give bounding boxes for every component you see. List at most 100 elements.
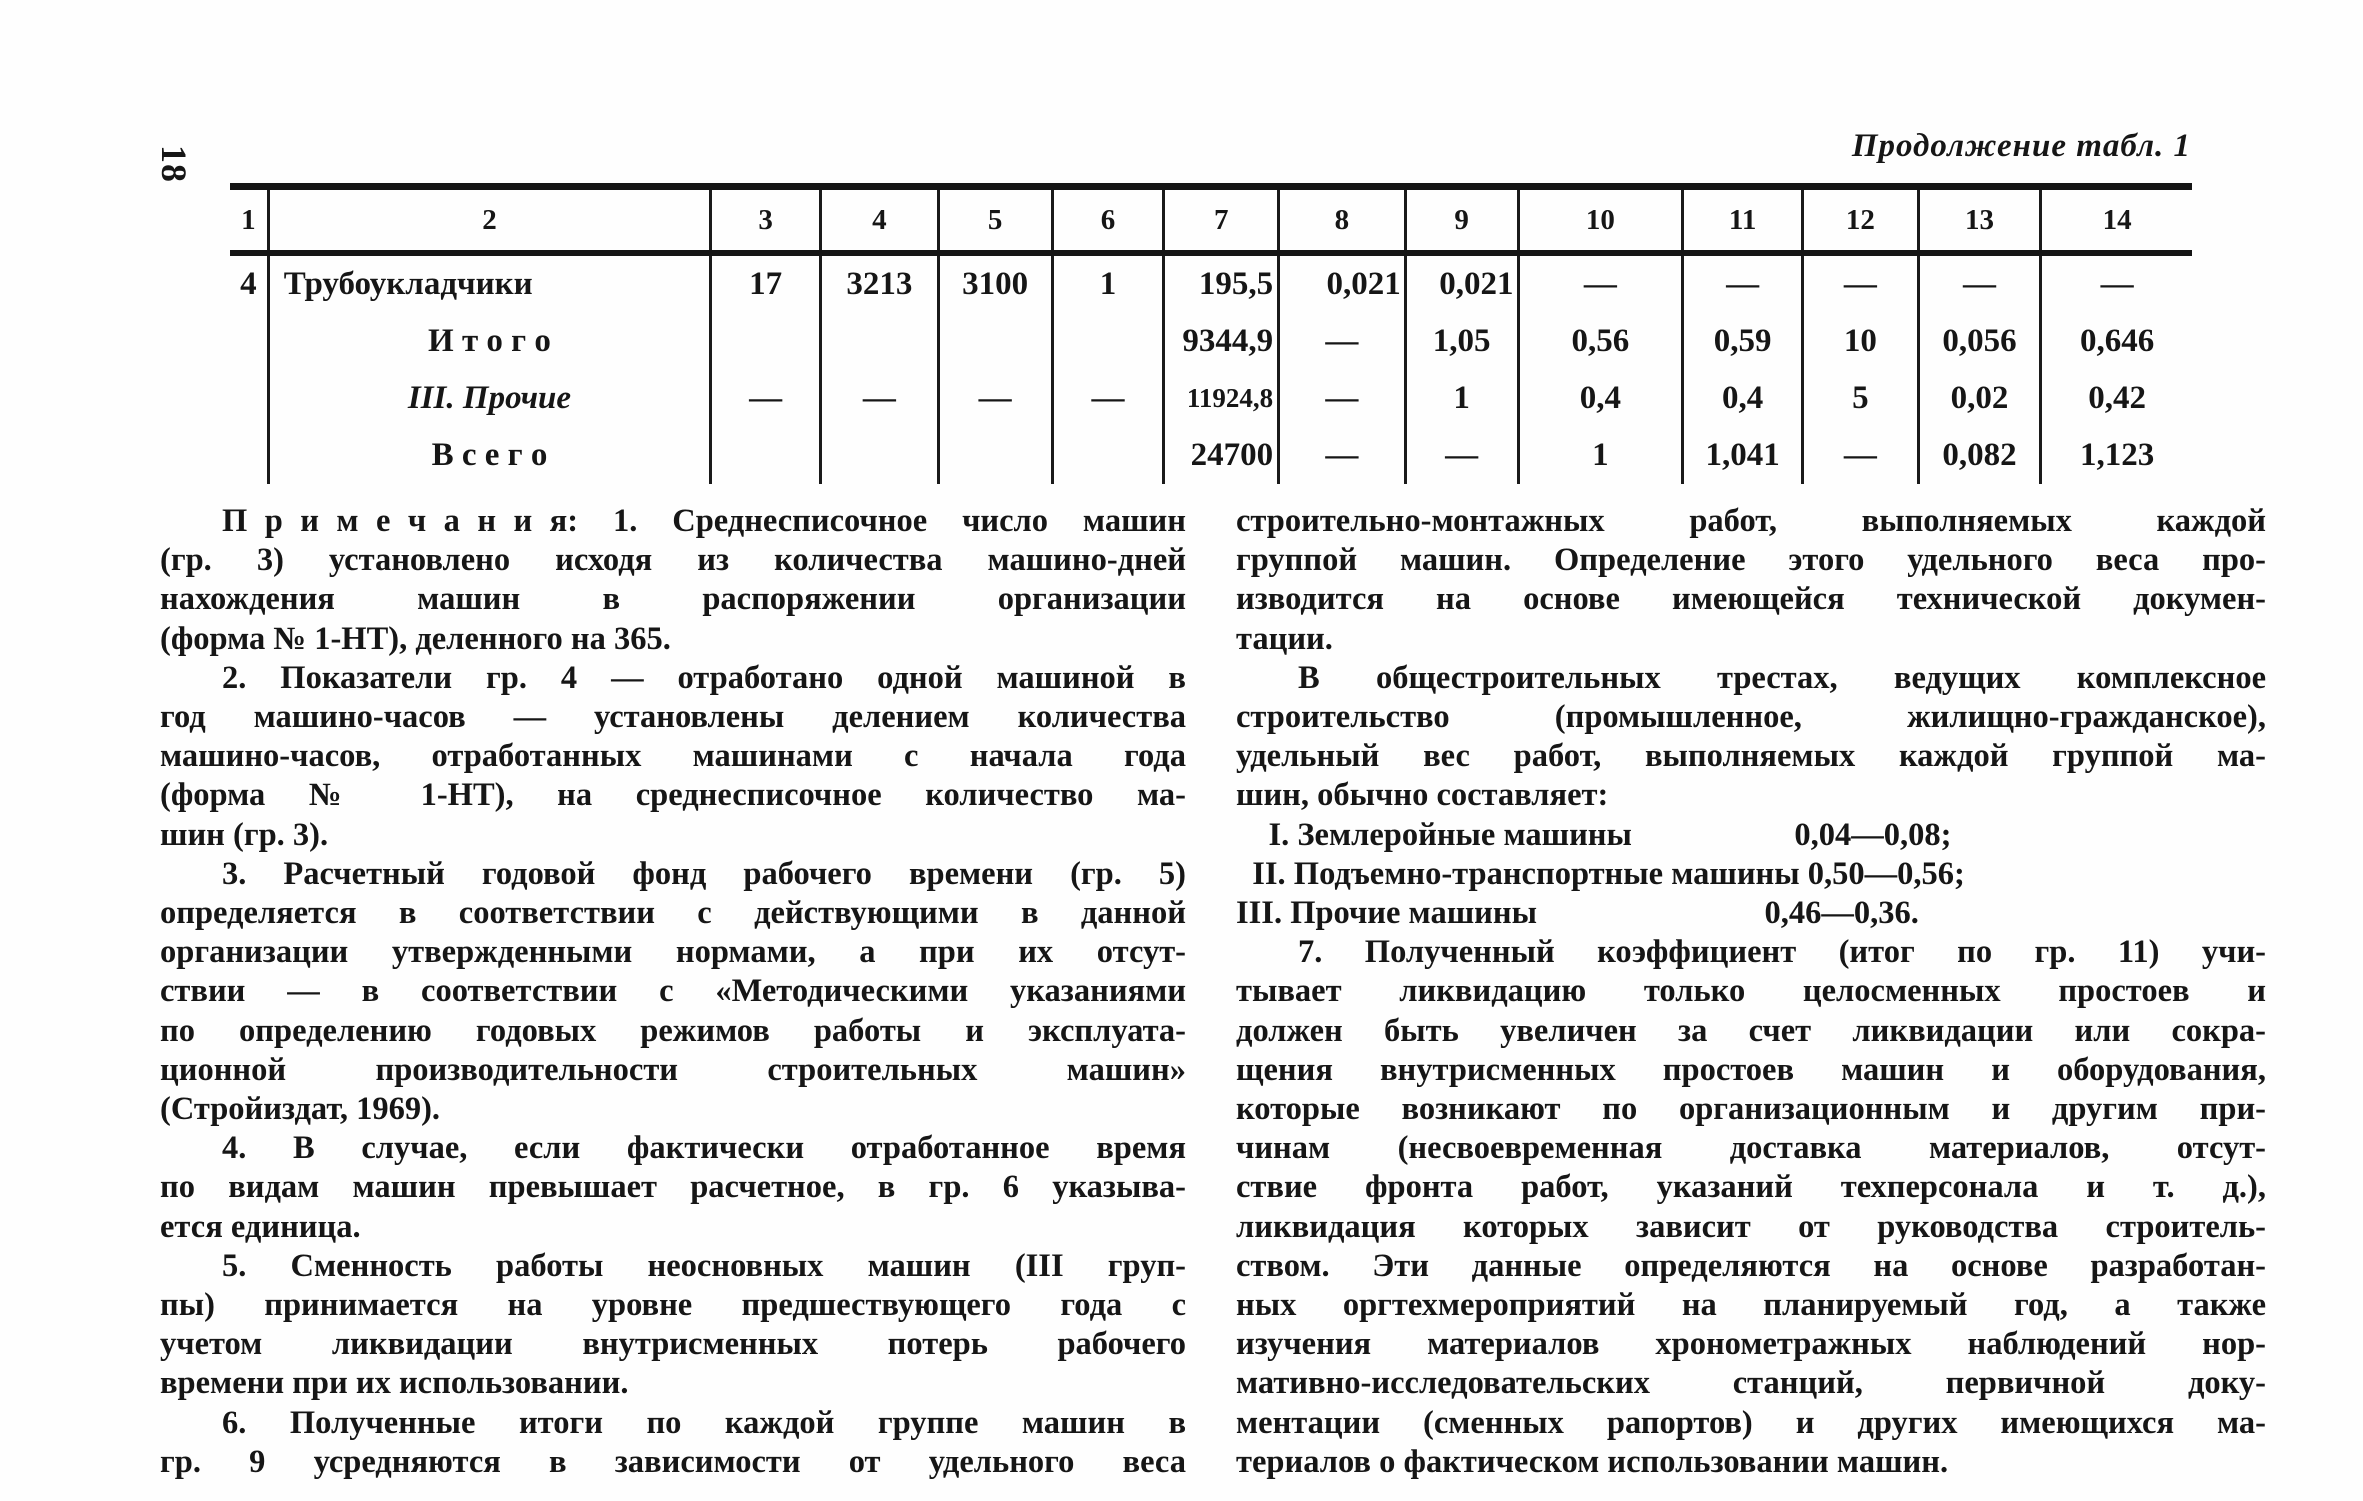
note-line: тации. bbox=[1236, 620, 1333, 657]
note-paragraph: П р и м е ч а н и я: 1. Среднесписочное … bbox=[160, 502, 1186, 659]
note-line: ствие фронта работ, указаний техперсонал… bbox=[1236, 1169, 2266, 1206]
column-header: 13 bbox=[1918, 186, 2043, 256]
column-header: 7 bbox=[1163, 186, 1281, 256]
note-line: организации утвержденными нормами, а при… bbox=[160, 934, 1186, 971]
note-paragraph: 5. Сменность работы неосновных машин (II… bbox=[160, 1247, 1186, 1404]
column-header: 2 bbox=[268, 186, 713, 256]
table-cell: 9344,9 bbox=[1163, 313, 1281, 370]
column-header: 4 bbox=[820, 186, 940, 256]
table-cell bbox=[938, 313, 1054, 370]
table-cell: 4 bbox=[230, 253, 270, 313]
note-line: 4. В случае, если фактически отработанно… bbox=[222, 1130, 1186, 1167]
note-line: тывает ликвидацию только целосменных про… bbox=[1236, 973, 2266, 1010]
note-line: ментации (сменных рапортов) и других име… bbox=[1236, 1404, 2266, 1441]
table-cell: 195,5 bbox=[1163, 253, 1281, 313]
table-cell bbox=[820, 427, 940, 484]
column-header: 1 bbox=[230, 186, 270, 256]
note-line: удельный вес работ, выполняемых каждой г… bbox=[1236, 738, 2266, 775]
note-line: по видам машин превышает расчетное, в гр… bbox=[160, 1169, 1186, 1206]
notes-right-column: строительно-монтажных работ, выполняемых… bbox=[1236, 502, 2266, 1482]
note-line: нахождения машин в распоряжении организа… bbox=[160, 581, 1186, 618]
note-line: шин (гр. 3). bbox=[160, 816, 329, 853]
note-line: ством. Эти данные определяются на основе… bbox=[1236, 1247, 2266, 1284]
table-cell bbox=[938, 427, 1054, 484]
note-line: В общестроительных трестах, ведущих комп… bbox=[1298, 659, 2266, 696]
table-cell: 24700 bbox=[1163, 427, 1281, 484]
note-line: (форма № 1-НТ), деленного на 365. bbox=[160, 620, 671, 657]
note-line: шин, обычно составляет: bbox=[1236, 777, 1609, 814]
table-cell bbox=[230, 427, 270, 484]
notes-left-column: П р и м е ч а н и я: 1. Среднесписочное … bbox=[160, 502, 1186, 1482]
column-header: 10 bbox=[1518, 186, 1685, 256]
note-line: год машино-часов — установлены делением … bbox=[160, 699, 1186, 736]
note-line: учетом ликвидации внутрисменных потерь р… bbox=[160, 1326, 1186, 1363]
note-paragraph: 3. Расчетный годовой фонд рабочего време… bbox=[160, 855, 1186, 1129]
note-line: мативно-исследовательских станций, перви… bbox=[1236, 1365, 2266, 1402]
column-header: 11 bbox=[1682, 186, 1804, 256]
table-cell: — bbox=[1682, 253, 1804, 313]
table-cell bbox=[820, 313, 940, 370]
table-cell: 0,082 bbox=[1918, 427, 2043, 484]
table-body: 4 Трубоукладчики 17 3213 3100 1 195,5 0,021 0,02… bbox=[230, 253, 2192, 484]
note-line: (Стройиздат, 1969). bbox=[160, 1091, 441, 1128]
column-header: 12 bbox=[1802, 186, 1920, 256]
table-cell: 1,05 bbox=[1405, 313, 1520, 370]
note-line: определяется в соответствии с действующи… bbox=[160, 895, 1186, 932]
note-line: 7. Полученный коэффициент (итог по гр. 1… bbox=[1298, 934, 2266, 971]
table-cell bbox=[1052, 313, 1166, 370]
note-line: 5. Сменность работы неосновных машин (II… bbox=[222, 1247, 1186, 1284]
table-cell: 1 bbox=[1518, 427, 1685, 484]
column-header: 9 bbox=[1405, 186, 1520, 256]
note-line: строительство (промышленное, жилищно-гра… bbox=[1236, 699, 2266, 736]
table-cell: 17 bbox=[710, 253, 823, 313]
note-paragraph: 7. Полученный коэффициент (итог по гр. 1… bbox=[1236, 933, 2266, 1482]
table-cell: — bbox=[1052, 370, 1166, 427]
table-cell: 0,021 bbox=[1405, 253, 1520, 313]
table-cell bbox=[230, 313, 270, 370]
table-cell: — bbox=[1518, 253, 1685, 313]
table-cell: 0,021 bbox=[1278, 253, 1407, 313]
note-line: ликвидация которых зависит от руководств… bbox=[1236, 1208, 2266, 1245]
table-cell: 0,02 bbox=[1918, 370, 2043, 427]
table-cell: 0,56 bbox=[1518, 313, 1685, 370]
table-cell: 3213 bbox=[820, 253, 940, 313]
table-row: III. Прочие — — — —11924,8—1 0,4 0,4 5 0,02 0,42 bbox=[230, 370, 2192, 427]
table-header-row: 1 2 3 4 5 6 7 8 9 10 11 12 13 14 bbox=[230, 186, 2192, 256]
note-line: группой машин. Определение этого удельно… bbox=[1236, 542, 2266, 579]
note-line: времени при их использовании. bbox=[160, 1365, 629, 1402]
note-paragraph: строительно-монтажных работ, выполняемых… bbox=[1236, 502, 2266, 659]
column-header: 14 bbox=[2040, 186, 2192, 256]
note-paragraph: 4. В случае, если фактически отработанно… bbox=[160, 1129, 1186, 1247]
table-cell: 5 bbox=[1802, 370, 1920, 427]
note-paragraph: 6. Полученные итоги по каждой группе маш… bbox=[160, 1404, 1186, 1482]
table-cell: 0,646 bbox=[2080, 323, 2155, 359]
table-cell bbox=[710, 313, 823, 370]
table-cell: 3100 bbox=[938, 253, 1054, 313]
note-line: териалов о фактическом использовании маш… bbox=[1236, 1443, 1949, 1480]
table-cell: — bbox=[1802, 427, 1920, 484]
table-cell: — bbox=[710, 370, 823, 427]
table-cell: 0,59 bbox=[1682, 313, 1804, 370]
note-line: щения внутрисменных простоев машин и обо… bbox=[1236, 1051, 2266, 1088]
note-paragraph: 2. Показатели гр. 4 — отработано одной м… bbox=[160, 659, 1186, 855]
table-cell: 0,4 bbox=[1518, 370, 1685, 427]
table-cell: Трубоукладчики bbox=[268, 253, 713, 313]
note-line: по определению годовых режимов работы и … bbox=[160, 1012, 1186, 1049]
table-cell bbox=[1052, 427, 1166, 484]
note-line: которые возникают по организационным и д… bbox=[1236, 1091, 2266, 1128]
table-cell bbox=[710, 427, 823, 484]
note-line: I. Землеройные машины 0,04—0,08; bbox=[1236, 816, 1952, 853]
table-cell: — bbox=[1802, 253, 1920, 313]
column-header: 5 bbox=[938, 186, 1054, 256]
table-cell: 1,123 bbox=[2080, 437, 2155, 473]
note-line: ется единица. bbox=[160, 1208, 361, 1245]
table-cell: И т о г о bbox=[268, 313, 713, 370]
table-cell: 1 bbox=[1052, 253, 1166, 313]
table-wrap: 1 2 3 4 5 6 7 8 9 10 11 12 13 14 4 Трубоукладчики 17 321… bbox=[230, 183, 2192, 484]
table-continuation-label: Продолжение табл. 1 bbox=[1851, 128, 2191, 164]
note-line: ствии — в соответствии с «Методическими … bbox=[160, 973, 1186, 1010]
note-line: чинам (несвоевременная доставка материал… bbox=[1236, 1130, 2266, 1167]
note-line: ционной производительности строительных … bbox=[160, 1051, 1186, 1088]
table-row: И т о г о 9344,9—1,05 0,56 0,59 10 0,056 0,646 bbox=[230, 313, 2192, 370]
